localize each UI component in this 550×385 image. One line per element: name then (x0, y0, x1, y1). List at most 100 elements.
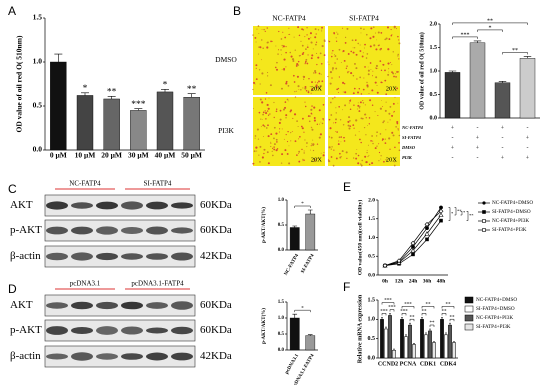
line-marker (410, 240, 416, 246)
lipid-droplet (351, 39, 354, 42)
lipid-droplet (392, 134, 395, 137)
lipid-droplet (316, 143, 319, 145)
lipid-droplet (381, 138, 384, 141)
lipid-droplet (387, 62, 390, 65)
size-label: 42KDa (200, 250, 232, 262)
lipid-droplet (254, 137, 256, 139)
micrograph (253, 26, 325, 95)
lipid-droplet (335, 157, 338, 160)
significance-label: * (301, 202, 304, 207)
lipid-droplet (376, 91, 379, 94)
lipid-droplet (296, 75, 299, 78)
lipid-droplet (347, 53, 350, 55)
lipid-droplet (302, 117, 304, 120)
lipid-droplet (335, 122, 337, 124)
significance-label: ** (469, 213, 474, 218)
blot-band (171, 326, 193, 335)
lipid-droplet (308, 120, 311, 123)
lipid-droplet (344, 91, 347, 94)
blot-band (171, 202, 193, 209)
significance-label: * (83, 84, 88, 94)
lipid-droplet (257, 25, 260, 27)
lipid-droplet (317, 56, 320, 59)
error-bar (523, 56, 532, 59)
blot-band (46, 226, 68, 235)
lipid-droplet (296, 90, 298, 92)
y-tick-label: 0.0 (278, 248, 285, 253)
lipid-droplet (335, 40, 338, 42)
lipid-droplet (253, 150, 256, 153)
panel-label: F (343, 280, 350, 294)
lipid-droplet (339, 119, 342, 121)
lipid-droplet (311, 88, 314, 91)
lipid-droplet (288, 162, 291, 165)
lipid-droplet (392, 51, 394, 53)
lipid-droplet (347, 120, 350, 123)
legend-label: NC-FATP4+PI3K (492, 218, 529, 224)
magnification-label: 20X (386, 85, 398, 92)
lipid-droplet (310, 57, 313, 60)
blot-strip (44, 345, 196, 368)
blot-band (171, 301, 193, 310)
lipid-droplet (392, 72, 395, 75)
lipid-droplet (300, 40, 302, 42)
lipid-droplet (313, 119, 316, 122)
lipid-droplet (349, 108, 352, 110)
lipid-droplet (342, 109, 344, 111)
lipid-droplet (362, 102, 365, 104)
lipid-droplet (259, 83, 261, 85)
lipid-droplet (384, 138, 386, 140)
lipid-droplet (256, 150, 258, 152)
lipid-droplet (286, 140, 289, 143)
lipid-droplet (296, 154, 298, 156)
lipid-droplet (335, 37, 337, 39)
lipid-droplet (332, 50, 334, 52)
lipid-droplet (273, 148, 276, 151)
lipid-droplet (307, 115, 310, 118)
condition-mark: - (452, 155, 454, 161)
lipid-droplet (285, 117, 287, 119)
lipid-droplet (384, 79, 387, 82)
lipid-droplet (388, 71, 389, 73)
lipid-droplet (387, 48, 390, 51)
lipid-droplet (310, 108, 313, 111)
lipid-droplet (348, 71, 350, 73)
lipid-droplet (263, 28, 265, 31)
lipid-droplet (394, 146, 396, 149)
condition-name: SI-FATP4 (402, 135, 422, 140)
lipid-droplet (280, 162, 283, 164)
lipid-droplet (265, 118, 267, 120)
lipid-droplet (315, 41, 318, 43)
error-bar (405, 334, 407, 337)
lipid-droplet (332, 69, 334, 71)
lipid-droplet (288, 145, 290, 147)
lipid-droplet (337, 87, 340, 90)
lipid-droplet (293, 36, 295, 38)
lipid-droplet (320, 121, 322, 123)
lipid-droplet (348, 116, 351, 119)
legend-swatch (464, 323, 474, 331)
lipid-droplet (361, 55, 364, 58)
significance-bracket (294, 309, 311, 313)
legend-marker (482, 210, 486, 214)
lipid-droplet (385, 37, 388, 40)
significance-label: *** (404, 303, 412, 308)
blot-band (71, 352, 93, 361)
lipid-droplet (321, 30, 323, 32)
error-bar (441, 317, 443, 320)
lipid-droplet (382, 106, 383, 108)
lipid-droplet (264, 30, 266, 32)
lipid-droplet (364, 155, 367, 158)
bar (444, 72, 461, 119)
error-bar (385, 326, 387, 329)
lipid-droplet (330, 148, 332, 150)
x-tick-label: 20 μM (101, 151, 122, 160)
error-bar (498, 81, 507, 83)
lipid-droplet (318, 109, 321, 112)
x-tick-label: CCND2 (378, 361, 398, 367)
lipid-droplet (297, 26, 300, 29)
lipid-droplet (373, 44, 376, 47)
lipid-droplet (345, 151, 348, 154)
significance-label: ** (512, 48, 518, 54)
lipid-droplet (366, 53, 369, 55)
